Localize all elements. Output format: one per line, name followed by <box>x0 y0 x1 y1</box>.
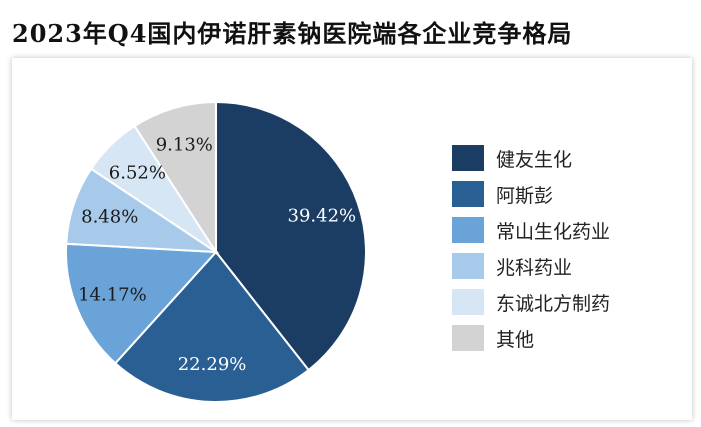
legend: 健友生化阿斯彭常山生化药业 兆科药业东诚北方制药 其他 <box>452 140 610 356</box>
legend-swatch <box>452 289 484 315</box>
legend-item-6: 其他 <box>452 320 610 356</box>
legend-label: 常山生化药业 <box>496 220 611 243</box>
legend-swatch <box>452 253 484 279</box>
chart-title: 2023年Q4国内伊诺肝素钠医院端各企业竞争格局 <box>12 19 573 48</box>
legend-swatch <box>452 325 484 351</box>
slice-label-4: 8.48% <box>81 207 138 228</box>
slice-label-1: 39.42% <box>288 205 357 226</box>
legend-swatch <box>452 145 484 171</box>
legend-label: 其他 <box>496 328 535 351</box>
legend-swatch <box>452 217 484 243</box>
legend-label: 健友生化 <box>496 148 573 171</box>
slice-label-2: 22.29% <box>178 354 247 375</box>
slice-label-6: 9.13% <box>156 135 213 156</box>
legend-label: 阿斯彭 <box>496 184 554 207</box>
slice-1 <box>215 100 367 372</box>
legend-item-1: 健友生化 <box>452 140 610 176</box>
slice-label-3: 14.17% <box>78 285 147 306</box>
slice-6 <box>133 100 217 256</box>
legend-item-2: 阿斯彭 <box>452 176 610 212</box>
legend-swatch <box>452 181 484 207</box>
legend-label: 东诚北方制药 <box>496 292 611 315</box>
slice-2 <box>113 250 310 403</box>
legend-item-3: 常山生化药业 <box>452 212 610 248</box>
slice-label-5: 6.52% <box>109 162 166 183</box>
legend-label: 兆科药业 <box>496 256 573 279</box>
slice-3 <box>65 242 219 365</box>
legend-item-4: 兆科药业 <box>452 248 610 284</box>
legend-item-5: 东诚北方制药 <box>452 284 610 320</box>
